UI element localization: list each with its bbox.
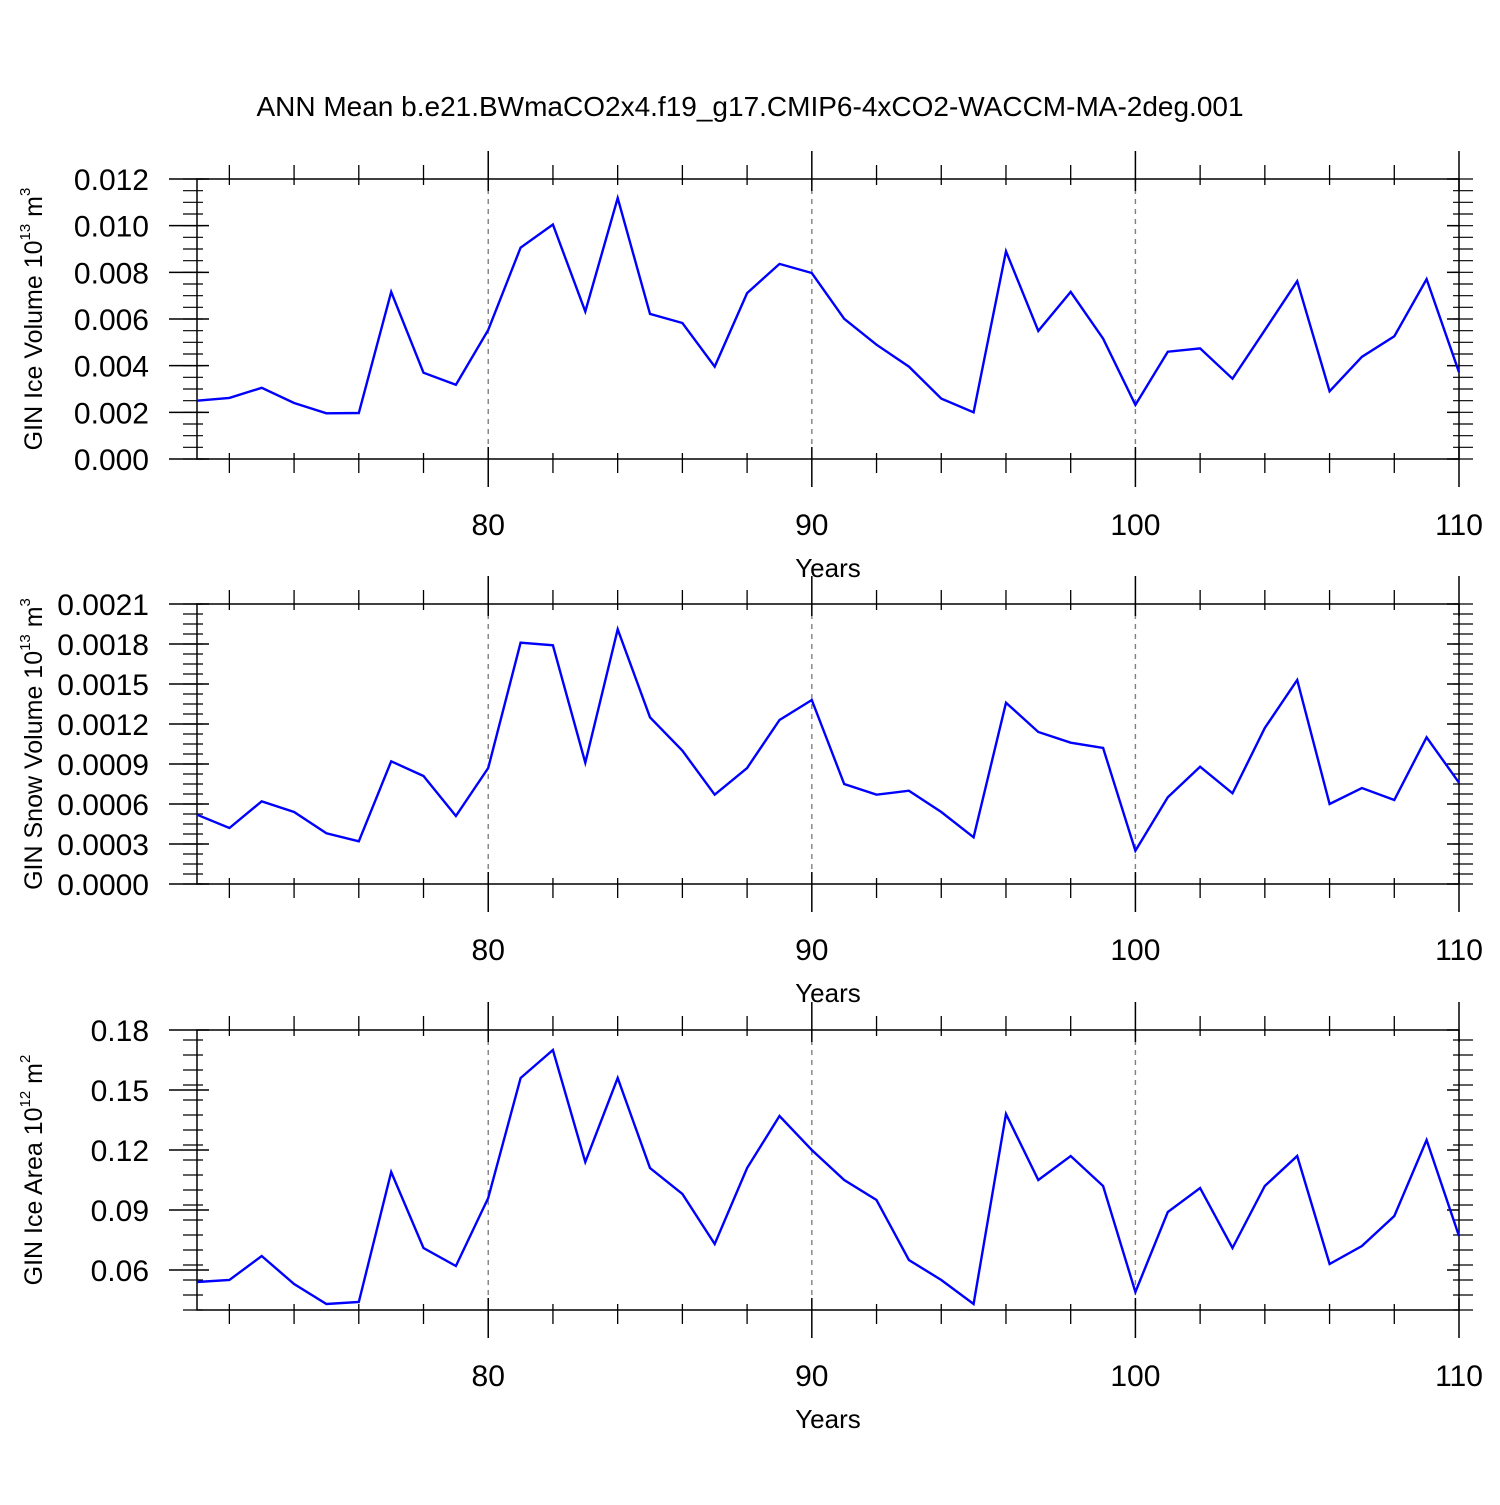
panel-1-y-axis-label: GIN Ice Volume 1013 m3: [17, 188, 48, 451]
panel-3-x-tick-label: 100: [1110, 1360, 1160, 1393]
panel-3-data-line: [196, 1047, 1461, 1307]
chart-panel-1: 80 90 100 110 0.000 0.002 0.004 0.006 0.008 0.010…: [17, 151, 1483, 583]
panel-3-x-tick-label: 110: [1435, 1360, 1483, 1393]
panel-1-y-axis-label-unit-exponent: 3: [17, 188, 34, 196]
panel-1-data-line: [196, 193, 1461, 415]
panel-3-y-axis-label: GIN Ice Area 1012 m2: [17, 1055, 48, 1286]
panel-2-x-tick-label: 80: [472, 934, 505, 967]
chart-panel-3: 80 90 100 110 0.06 0.09 0.12 0.15 0.18 Years GIN I…: [17, 1002, 1483, 1434]
panel-1-y-tick-label: 0.006: [74, 304, 149, 337]
chart-panels: 80 90 100 110 0.000 0.002 0.004 0.006 0.008 0.010…: [17, 151, 1483, 1434]
panel-1-y-tick-label: 0.010: [74, 211, 149, 244]
panel-1-x-tick-label: 90: [795, 509, 828, 542]
panel-3-plot-frame: [196, 1029, 1460, 1311]
panel-1-x-tick-label: 80: [472, 509, 505, 542]
panel-1-y-tick-label: 0.008: [74, 257, 149, 290]
panel-1-y-axis-label-text: GIN Ice Volume 10: [20, 240, 48, 450]
panel-2-y-tick-label: 0.0009: [57, 749, 149, 782]
panel-3-x-axis-label: Years: [795, 1404, 861, 1434]
panel-1-y-tick-label: 0.002: [74, 397, 149, 430]
panel-1-x-axis-label: Years: [795, 553, 861, 583]
panel-3-y-axis-label-exponent: 12: [17, 1091, 34, 1108]
panel-1-y-axis-label-unit: m: [20, 196, 48, 224]
panel-3-y-axis-label-text: GIN Ice Area 10: [20, 1107, 48, 1285]
panel-1-plot-frame: [196, 178, 1460, 460]
panel-1-y-axis-label-exponent: 13: [17, 224, 34, 241]
panel-2-y-axis-label-text: GIN Snow Volume 10: [20, 651, 48, 890]
panel-2-x-tick-label: 110: [1435, 934, 1483, 967]
panel-2-y-axis-label: GIN Snow Volume 1013 m3: [17, 598, 48, 890]
panel-2-y-tick-label: 0.0006: [57, 789, 149, 822]
panel-3-x-tick-label: 80: [472, 1360, 505, 1393]
panel-2-x-axis-label: Years: [795, 978, 861, 1008]
panel-2-y-tick-label: 0.0021: [57, 589, 149, 622]
panel-2-y-tick-label: 0.0003: [57, 829, 149, 862]
panel-3-y-tick-label: 0.15: [91, 1075, 149, 1108]
panel-2-y-axis-label-unit-exponent: 3: [17, 598, 34, 606]
panel-3-y-tick-label: 0.09: [91, 1195, 149, 1228]
panel-1-x-tick-label: 110: [1435, 509, 1483, 542]
panel-2-y-axis-label-unit: m: [20, 606, 48, 634]
panel-3-y-tick-label: 0.18: [91, 1015, 149, 1048]
panel-2-plot-frame: [196, 603, 1460, 885]
panel-2-x-tick-label: 100: [1110, 934, 1160, 967]
panel-2-x-tick-label: 90: [795, 934, 828, 967]
panel-2-y-tick-label: 0.0018: [57, 629, 149, 662]
panel-2-y-tick-label: 0.0015: [57, 669, 149, 702]
panel-2-data-line: [196, 625, 1460, 854]
panel-3-y-axis-label-unit-exponent: 2: [17, 1055, 34, 1063]
panel-2-y-axis-label-exponent: 13: [17, 634, 34, 651]
panel-1-y-tick-label: 0.004: [74, 351, 149, 384]
panel-2-y-tick-label: 0.0000: [57, 869, 149, 902]
panel-3-y-axis-label-unit: m: [20, 1063, 48, 1091]
panel-1-y-tick-label: 0.000: [74, 444, 149, 477]
panel-3-x-tick-label: 90: [795, 1360, 828, 1393]
chart-panel-2: 80 90 100 110 0.0000 0.0003 0.0006 0.0009 0.0012…: [17, 576, 1483, 1008]
panel-1-x-tick-label: 100: [1110, 509, 1160, 542]
panel-2-y-tick-label: 0.0012: [57, 709, 149, 742]
panel-1-y-tick-label: 0.012: [74, 164, 149, 197]
panel-3-y-tick-label: 0.12: [91, 1135, 149, 1168]
chart-title: ANN Mean b.e21.BWmaCO2x4.f19_g17.CMIP6-4…: [256, 91, 1243, 122]
panel-3-y-tick-label: 0.06: [91, 1255, 149, 1288]
